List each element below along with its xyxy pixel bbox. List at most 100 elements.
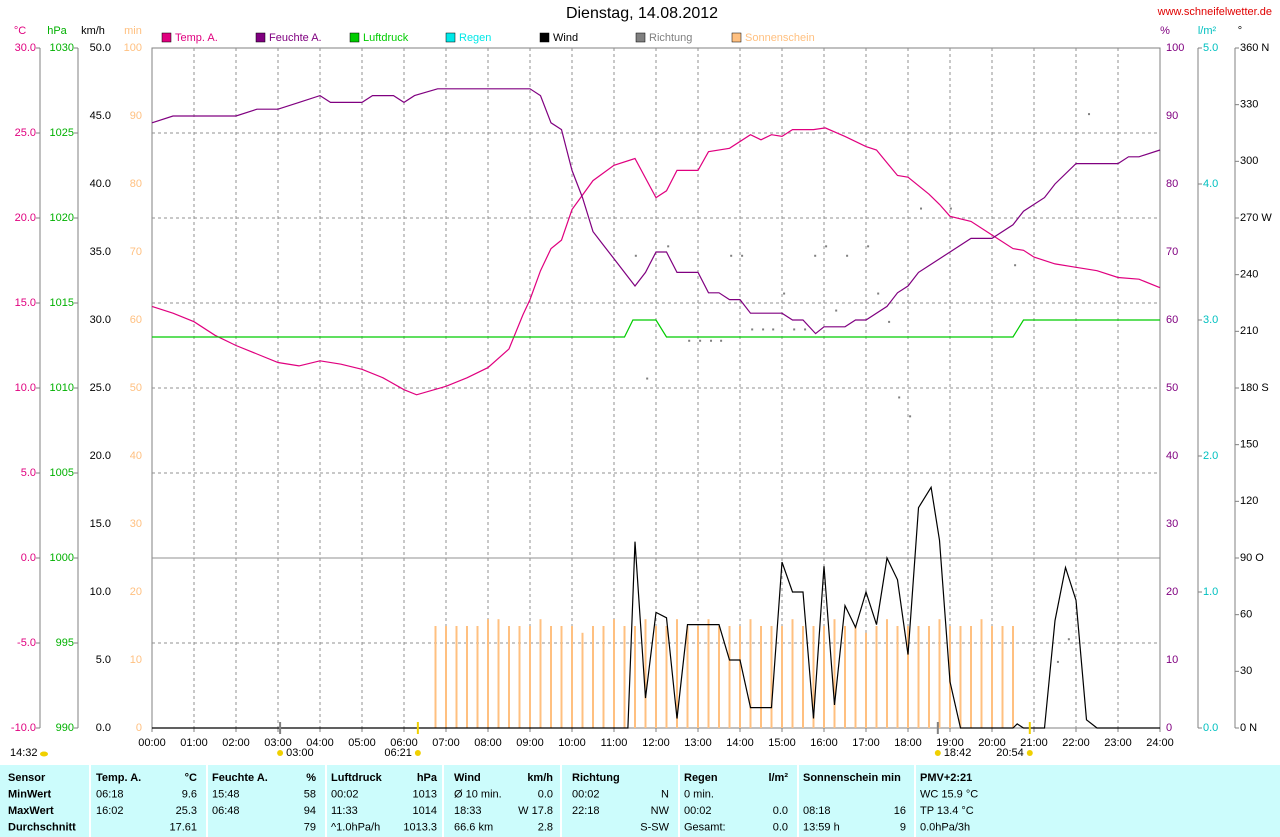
table-cell: 0.0hPa/3h bbox=[920, 821, 970, 833]
x-tick-label: 09:00 bbox=[516, 737, 544, 749]
bar bbox=[760, 626, 762, 728]
y-tick-label: 100 bbox=[1166, 42, 1184, 54]
table-cell: 13:59 h bbox=[803, 821, 840, 833]
table-background bbox=[0, 765, 1280, 837]
y-tick-label: 240 bbox=[1240, 269, 1258, 281]
y-tick-label: 10.0 bbox=[15, 382, 36, 394]
y-tick-label: 0 bbox=[1166, 722, 1172, 734]
table-header: Sonnenschein min bbox=[803, 772, 901, 784]
bar bbox=[749, 619, 752, 728]
bar bbox=[875, 626, 878, 728]
table-cell: 06:48 bbox=[212, 805, 240, 817]
axis-unit: km/h bbox=[81, 25, 105, 37]
direction-dot bbox=[804, 328, 807, 331]
y-tick-label: 0.0 bbox=[1203, 722, 1218, 734]
direction-dot bbox=[877, 292, 880, 295]
direction-dot bbox=[646, 377, 649, 380]
direction-dot bbox=[720, 339, 723, 342]
bar bbox=[476, 626, 479, 728]
y-tick-label: 0.0 bbox=[21, 552, 36, 564]
y-tick-label: 80 bbox=[1166, 178, 1178, 190]
x-tick-label: 21:00 bbox=[1020, 737, 1048, 749]
y-tick-label: 50 bbox=[130, 382, 142, 394]
y-tick-label: 150 bbox=[1240, 439, 1258, 451]
y-tick-label: 210 bbox=[1240, 325, 1258, 337]
direction-dot bbox=[949, 207, 952, 210]
bar bbox=[497, 619, 500, 728]
bar bbox=[928, 626, 930, 728]
table-cell: Durchschnitt bbox=[8, 821, 76, 833]
bar bbox=[886, 619, 888, 728]
bar bbox=[844, 626, 846, 728]
direction-dot bbox=[1088, 113, 1091, 116]
y-tick-label: 300 bbox=[1240, 155, 1258, 167]
table-cell: 94 bbox=[304, 805, 316, 817]
direction-dot bbox=[867, 245, 870, 248]
bar bbox=[907, 626, 909, 728]
x-tick-label: 15:00 bbox=[768, 737, 796, 749]
direction-dot bbox=[888, 320, 891, 323]
x-tick-label: 13:00 bbox=[684, 737, 712, 749]
y-tick-label: 60 bbox=[130, 314, 142, 326]
marker-label: 20:54 bbox=[996, 747, 1024, 759]
y-tick-label: 30 bbox=[130, 518, 142, 530]
x-tick-label: 03:00 bbox=[264, 737, 292, 749]
bar bbox=[518, 626, 521, 728]
direction-dot bbox=[920, 207, 923, 210]
x-tick-label: 12:00 bbox=[642, 737, 670, 749]
table-cell: 9.6 bbox=[182, 788, 197, 800]
y-tick-label: 5.0 bbox=[21, 467, 36, 479]
table-cell: 15:48 bbox=[212, 788, 240, 800]
table-cell: 16:02 bbox=[96, 805, 124, 817]
y-tick-label: 5.0 bbox=[96, 654, 111, 666]
table-header: % bbox=[306, 772, 316, 784]
y-tick-label: 60 bbox=[1166, 314, 1178, 326]
y-tick-label: 15.0 bbox=[90, 518, 111, 530]
bar bbox=[550, 626, 552, 728]
table-cell: MaxWert bbox=[8, 805, 54, 817]
y-tick-label: 90 bbox=[130, 110, 142, 122]
bar bbox=[508, 626, 510, 728]
y-tick-label: 0 N bbox=[1240, 722, 1257, 734]
legend-label: Regen bbox=[459, 32, 491, 44]
y-tick-label: 1030 bbox=[50, 42, 74, 54]
x-tick-label: 20:00 bbox=[978, 737, 1006, 749]
bar bbox=[655, 626, 657, 728]
bar bbox=[571, 626, 573, 728]
table-cell: S-SW bbox=[640, 821, 669, 833]
table-cell: W 17.8 bbox=[518, 805, 553, 817]
y-tick-label: 40 bbox=[1166, 450, 1178, 462]
direction-dot bbox=[1014, 264, 1017, 267]
y-tick-label: 40 bbox=[130, 450, 142, 462]
y-tick-label: 50 bbox=[1166, 382, 1178, 394]
y-tick-label: 25.0 bbox=[90, 382, 111, 394]
y-tick-label: 20.0 bbox=[90, 450, 111, 462]
x-tick-label: 02:00 bbox=[222, 737, 250, 749]
table-cell: 58 bbox=[304, 788, 316, 800]
y-tick-label: -5.0 bbox=[17, 637, 36, 649]
y-tick-label: 30.0 bbox=[90, 314, 111, 326]
y-tick-label: 1025 bbox=[50, 127, 74, 139]
bar bbox=[592, 626, 594, 728]
y-tick-label: 2.0 bbox=[1203, 450, 1218, 462]
y-tick-label: 15.0 bbox=[15, 297, 36, 309]
x-tick-label: 19:00 bbox=[936, 737, 964, 749]
table-cell: 0 min. bbox=[684, 788, 714, 800]
bar bbox=[560, 626, 563, 728]
y-tick-label: 10.0 bbox=[90, 586, 111, 598]
y-tick-label: 60 bbox=[1240, 609, 1252, 621]
x-tick-label: 05:00 bbox=[348, 737, 376, 749]
x-tick-label: 06:00 bbox=[390, 737, 418, 749]
x-tick-label: 10:00 bbox=[558, 737, 586, 749]
table-cell: 0.0 bbox=[773, 821, 788, 833]
bar bbox=[697, 626, 699, 728]
legend-swatch bbox=[349, 32, 360, 43]
y-tick-label: 30.0 bbox=[15, 42, 36, 54]
legend-label: Wind bbox=[553, 32, 578, 44]
direction-dot bbox=[751, 328, 754, 331]
bar bbox=[623, 626, 626, 728]
bar bbox=[718, 626, 720, 728]
axis-unit: l/m² bbox=[1198, 25, 1217, 37]
table-cell: 9 bbox=[900, 821, 906, 833]
